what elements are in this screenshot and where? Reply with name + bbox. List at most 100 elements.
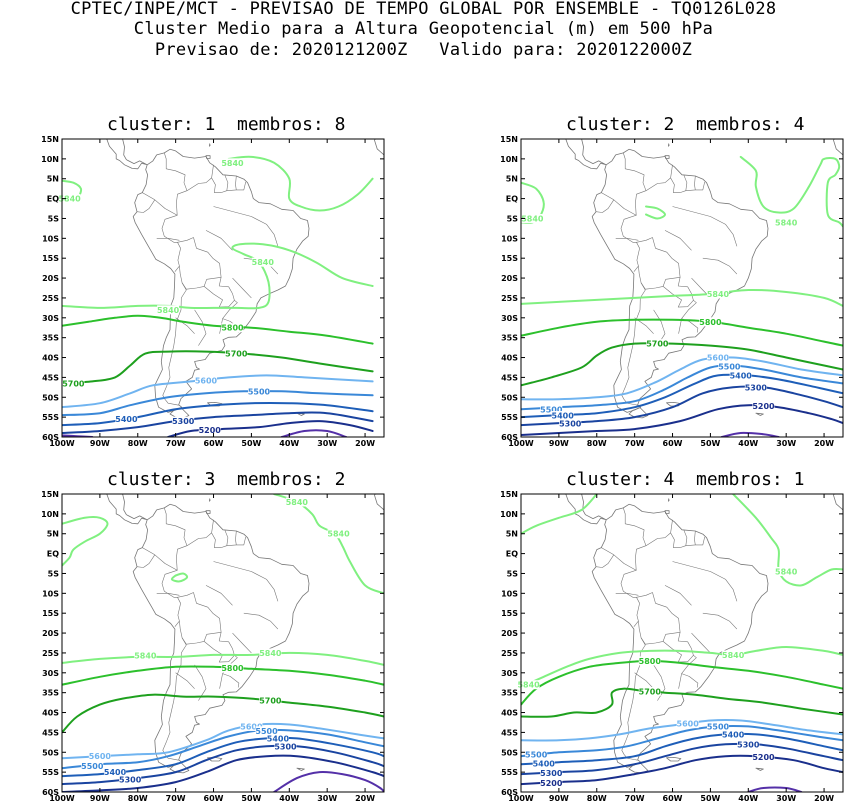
lat-label: 10N — [41, 155, 59, 164]
country-border — [235, 175, 237, 190]
lat-label: 50S — [42, 748, 59, 757]
coastline — [374, 494, 384, 511]
lat-label: 15S — [42, 254, 59, 263]
lon-label: 90W — [549, 439, 569, 448]
contour-label-5500: 5500 — [248, 387, 271, 396]
contour-5200 — [167, 420, 374, 437]
contour-label-background — [58, 194, 81, 204]
contour-label-5300: 5300 — [274, 742, 297, 751]
contour-label-5400: 5400 — [104, 768, 127, 777]
contour-label-5840: 5840 — [58, 195, 81, 204]
contour-label-background — [119, 774, 142, 784]
contour-label-background — [752, 401, 775, 411]
lat-label: 15S — [501, 609, 518, 618]
coastline — [666, 757, 682, 762]
contour-label-5600: 5600 — [707, 354, 730, 363]
lat-label: 30S — [501, 314, 518, 323]
lat-label: 25S — [42, 649, 59, 658]
lon-label: 80W — [587, 794, 607, 803]
lat-label: 50S — [501, 748, 518, 757]
country-border — [186, 519, 214, 546]
contour-label-background — [115, 414, 138, 424]
lat-label: 5N — [47, 175, 59, 184]
lon-label: 30W — [317, 439, 337, 448]
lat-label: 20S — [501, 629, 518, 638]
lon-label: 20W — [814, 794, 834, 803]
country-border — [694, 175, 696, 190]
contour-label-5840: 5840 — [259, 649, 282, 658]
lat-label: 50S — [42, 393, 59, 402]
country-border — [683, 175, 688, 191]
country-border — [621, 282, 646, 406]
country-border — [691, 632, 711, 654]
lat-label: 45S — [42, 373, 59, 382]
contour-5840 — [273, 494, 384, 595]
lat-label: EQ — [506, 550, 518, 559]
contour-label-5800: 5800 — [221, 664, 244, 673]
country-border — [694, 530, 696, 545]
country-border — [595, 554, 615, 568]
contour-label-background — [327, 529, 350, 539]
lat-label: 5N — [506, 175, 518, 184]
lon-label: 70W — [625, 439, 645, 448]
contour-label-5400: 5400 — [722, 730, 745, 739]
lon-label: 70W — [625, 794, 645, 803]
contour-label-background — [259, 696, 282, 706]
lon-label: 100W — [508, 439, 534, 448]
country-border — [136, 199, 156, 213]
contour-5840 — [732, 494, 843, 587]
coastline — [132, 148, 310, 413]
country-border — [664, 230, 692, 251]
country-border — [186, 164, 214, 191]
lon-label: 50W — [700, 439, 720, 448]
contour-label-background — [274, 741, 297, 751]
panel-4-title: cluster: 4 membros: 1 — [566, 469, 805, 490]
lon-label: 50W — [241, 794, 261, 803]
coastline — [755, 767, 764, 771]
contour-label-5840: 5840 — [521, 214, 544, 223]
lat-label: 60S — [42, 788, 59, 797]
contour-label-5700: 5700 — [225, 350, 248, 359]
lat-label: 30S — [42, 314, 59, 323]
contour-label-5300: 5300 — [172, 417, 195, 426]
lat-label: 35S — [42, 334, 59, 343]
coastline — [591, 503, 769, 768]
country-border — [194, 309, 207, 346]
country-border — [203, 632, 235, 663]
country-border — [620, 570, 640, 627]
country-border — [224, 530, 229, 546]
country-border — [702, 612, 738, 630]
country-border — [156, 593, 180, 596]
lat-label: 10N — [41, 510, 59, 519]
contour-label-background — [775, 217, 798, 227]
contour-5500 — [62, 390, 374, 417]
coastline — [591, 148, 769, 413]
contour-5700 — [521, 342, 843, 387]
contour-5100 — [280, 429, 348, 437]
lat-label: 35S — [42, 689, 59, 698]
contour-label-5400: 5400 — [115, 415, 138, 424]
lon-label: 80W — [128, 794, 148, 803]
lat-label: 5S — [507, 569, 519, 578]
coastline — [664, 510, 670, 514]
country-border — [615, 238, 639, 241]
lon-label: 100W — [49, 439, 75, 448]
coastline — [565, 139, 607, 170]
contour-label-background — [259, 648, 282, 658]
contour-label-background — [737, 739, 760, 749]
contour-label-background — [157, 305, 180, 315]
contour-label-5800: 5800 — [699, 318, 722, 327]
contour-label-5600: 5600 — [195, 377, 218, 386]
contour-label-5400: 5400 — [552, 412, 575, 421]
lon-label: 80W — [587, 439, 607, 448]
lat-label: 20S — [501, 274, 518, 283]
country-border — [645, 164, 673, 191]
contour-label-background — [638, 656, 661, 666]
contour-label-background — [255, 726, 278, 736]
contour-5400 — [62, 401, 374, 427]
lon-label: 50W — [241, 439, 261, 448]
contour-label-background — [240, 721, 263, 731]
contour-label-background — [559, 418, 582, 428]
contour-label-5840: 5840 — [252, 258, 275, 267]
